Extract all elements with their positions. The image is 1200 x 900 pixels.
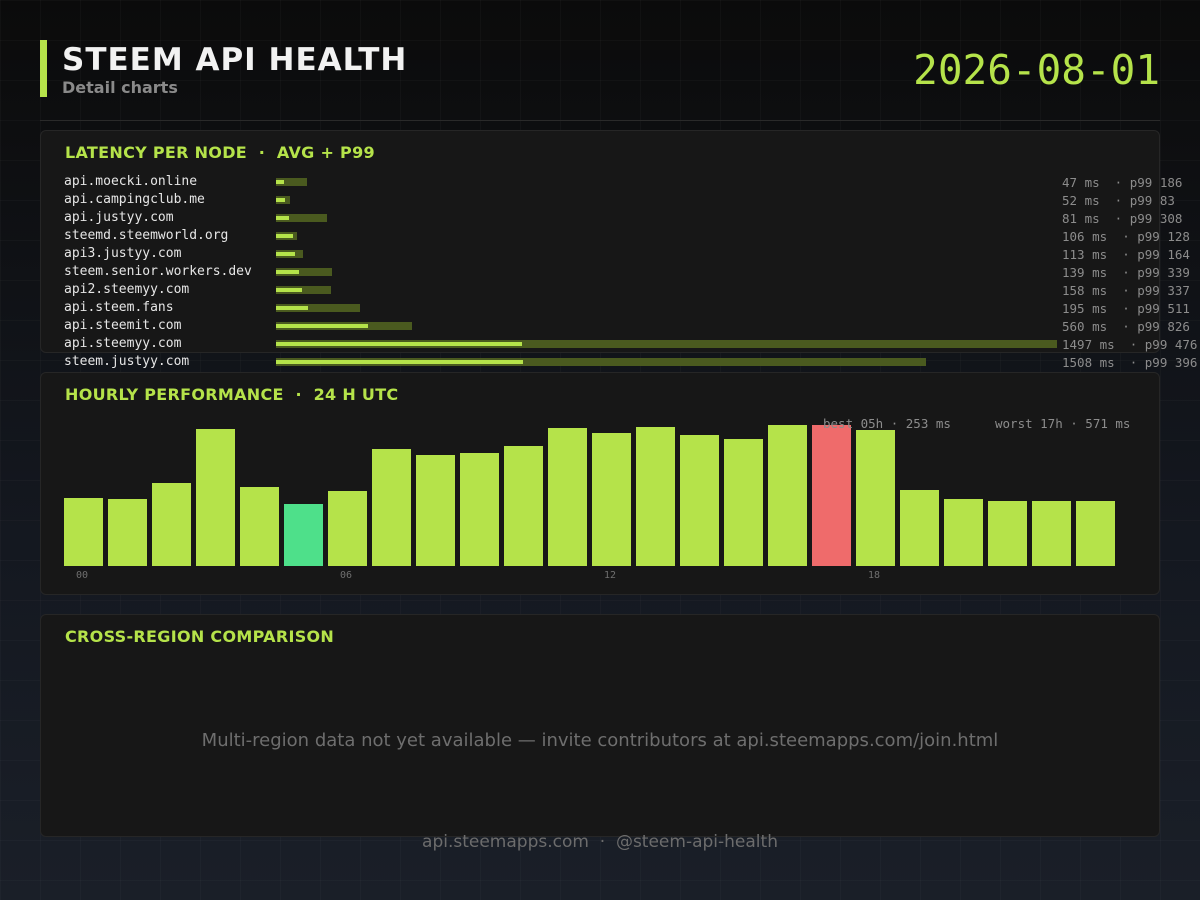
latency-value-label: 1497 ms · p99 476 bbox=[1062, 337, 1198, 352]
p99-bar bbox=[276, 214, 327, 222]
hour-bar bbox=[504, 446, 543, 566]
avg-bar bbox=[276, 252, 295, 256]
hour-bar bbox=[768, 425, 807, 566]
latency-value-label: 47 ms · p99 186 bbox=[1062, 175, 1183, 190]
p99-bar bbox=[276, 268, 332, 276]
latency-value-label: 560 ms · p99 826 bbox=[1062, 319, 1190, 334]
avg-bar bbox=[276, 324, 368, 328]
node-name: api.moecki.online bbox=[64, 174, 198, 189]
avg-bar bbox=[276, 198, 285, 202]
p99-bar bbox=[276, 178, 307, 186]
hour-bar bbox=[372, 449, 411, 566]
avg-bar bbox=[276, 216, 289, 220]
hour-bar bbox=[196, 429, 235, 566]
hour-bar bbox=[548, 428, 587, 566]
report-date: 2026-08-01 bbox=[913, 46, 1160, 94]
hour-bar bbox=[900, 490, 939, 566]
latency-value-label: 1508 ms · p99 396 bbox=[1062, 355, 1198, 370]
header-divider bbox=[40, 120, 1160, 121]
region-panel: CROSS-REGION COMPARISON Multi-region dat… bbox=[40, 614, 1160, 837]
avg-bar bbox=[276, 360, 523, 364]
hour-bar bbox=[152, 483, 191, 566]
empty-state-message: Multi-region data not yet available — in… bbox=[201, 730, 999, 751]
hour-bar bbox=[812, 425, 851, 566]
region-panel-title: CROSS-REGION COMPARISON bbox=[65, 627, 335, 646]
title-accent-bar bbox=[40, 40, 47, 97]
latency-row: steemd.steemworld.org 106 ms · p99 128 bbox=[64, 228, 1200, 246]
p99-bar bbox=[276, 340, 1057, 348]
best-hour-label: best 05h · 253 ms bbox=[823, 416, 951, 431]
hour-bar bbox=[592, 433, 631, 566]
p99-bar bbox=[276, 286, 331, 294]
latency-row: api.steem.fans 195 ms · p99 511 bbox=[64, 300, 1200, 318]
node-name: steem.justyy.com bbox=[64, 354, 190, 369]
hour-bar bbox=[64, 498, 103, 566]
latency-value-label: 106 ms · p99 128 bbox=[1062, 229, 1190, 244]
latency-panel: LATENCY PER NODE · AVG + P99 bbox=[40, 130, 1160, 353]
latency-panel-title: LATENCY PER NODE · AVG + P99 bbox=[65, 143, 375, 162]
latency-value-label: 52 ms · p99 83 bbox=[1062, 193, 1175, 208]
hour-bar bbox=[460, 453, 499, 566]
avg-bar bbox=[276, 306, 308, 310]
hour-tick-label: 12 bbox=[604, 570, 617, 581]
footer-text: api.steemapps.com · @steem-api-health bbox=[422, 832, 778, 852]
node-name: api.campingclub.me bbox=[64, 192, 205, 207]
latency-row: api.moecki.online 47 ms · p99 186 bbox=[64, 174, 1200, 192]
hour-tick-label: 06 bbox=[340, 570, 353, 581]
hour-bar bbox=[636, 427, 675, 566]
latency-row: api.campingclub.me 52 ms · p99 83 bbox=[64, 192, 1200, 210]
hour-bar bbox=[284, 504, 323, 566]
latency-row: api2.steemyy.com 158 ms · p99 337 bbox=[64, 282, 1200, 300]
hour-bar bbox=[724, 439, 763, 566]
latency-value-label: 139 ms · p99 339 bbox=[1062, 265, 1190, 280]
latency-value-label: 195 ms · p99 511 bbox=[1062, 301, 1190, 316]
latency-value-label: 113 ms · p99 164 bbox=[1062, 247, 1190, 262]
hour-bar bbox=[944, 499, 983, 566]
hour-tick-label: 00 bbox=[76, 570, 89, 581]
node-name: api.steemit.com bbox=[64, 318, 182, 333]
page-subtitle: Detail charts bbox=[62, 78, 178, 97]
hour-bar bbox=[1076, 501, 1115, 566]
avg-bar bbox=[276, 234, 293, 238]
hour-bar bbox=[680, 435, 719, 566]
p99-bar bbox=[276, 358, 926, 366]
avg-bar bbox=[276, 342, 522, 346]
hour-bar bbox=[240, 487, 279, 566]
hour-bar bbox=[1032, 501, 1071, 566]
latency-value-label: 158 ms · p99 337 bbox=[1062, 283, 1190, 298]
latency-row: api.steemyy.com 1497 ms · p99 476 bbox=[64, 336, 1200, 354]
avg-bar bbox=[276, 180, 284, 184]
node-name: api3.justyy.com bbox=[64, 246, 182, 261]
page-title: STEEM API HEALTH bbox=[62, 42, 408, 78]
node-name: api.justyy.com bbox=[64, 210, 174, 225]
hour-bar bbox=[108, 499, 147, 566]
avg-bar bbox=[276, 288, 302, 292]
node-name: api.steemyy.com bbox=[64, 336, 182, 351]
hour-bar bbox=[328, 491, 367, 566]
hour-bar bbox=[988, 501, 1027, 566]
p99-bar bbox=[276, 304, 360, 312]
latency-row: api3.justyy.com 113 ms · p99 164 bbox=[64, 246, 1200, 264]
latency-value-label: 81 ms · p99 308 bbox=[1062, 211, 1183, 226]
node-name: api.steem.fans bbox=[64, 300, 174, 315]
latency-row: api.steemit.com 560 ms · p99 826 bbox=[64, 318, 1200, 336]
avg-bar bbox=[276, 270, 299, 274]
latency-row: steem.justyy.com 1508 ms · p99 396 bbox=[64, 354, 1200, 372]
hour-bar bbox=[856, 430, 895, 566]
hour-tick-label: 18 bbox=[868, 570, 881, 581]
worst-hour-label: worst 17h · 571 ms bbox=[995, 416, 1131, 431]
node-name: steemd.steemworld.org bbox=[64, 228, 229, 243]
latency-row: api.justyy.com 81 ms · p99 308 bbox=[64, 210, 1200, 228]
node-name: steem.senior.workers.dev bbox=[64, 264, 252, 279]
hourly-panel-title: HOURLY PERFORMANCE · 24 H UTC bbox=[65, 385, 399, 404]
latency-row: steem.senior.workers.dev 139 ms · p99 339 bbox=[64, 264, 1200, 282]
hour-bar bbox=[416, 455, 455, 566]
node-name: api2.steemyy.com bbox=[64, 282, 190, 297]
